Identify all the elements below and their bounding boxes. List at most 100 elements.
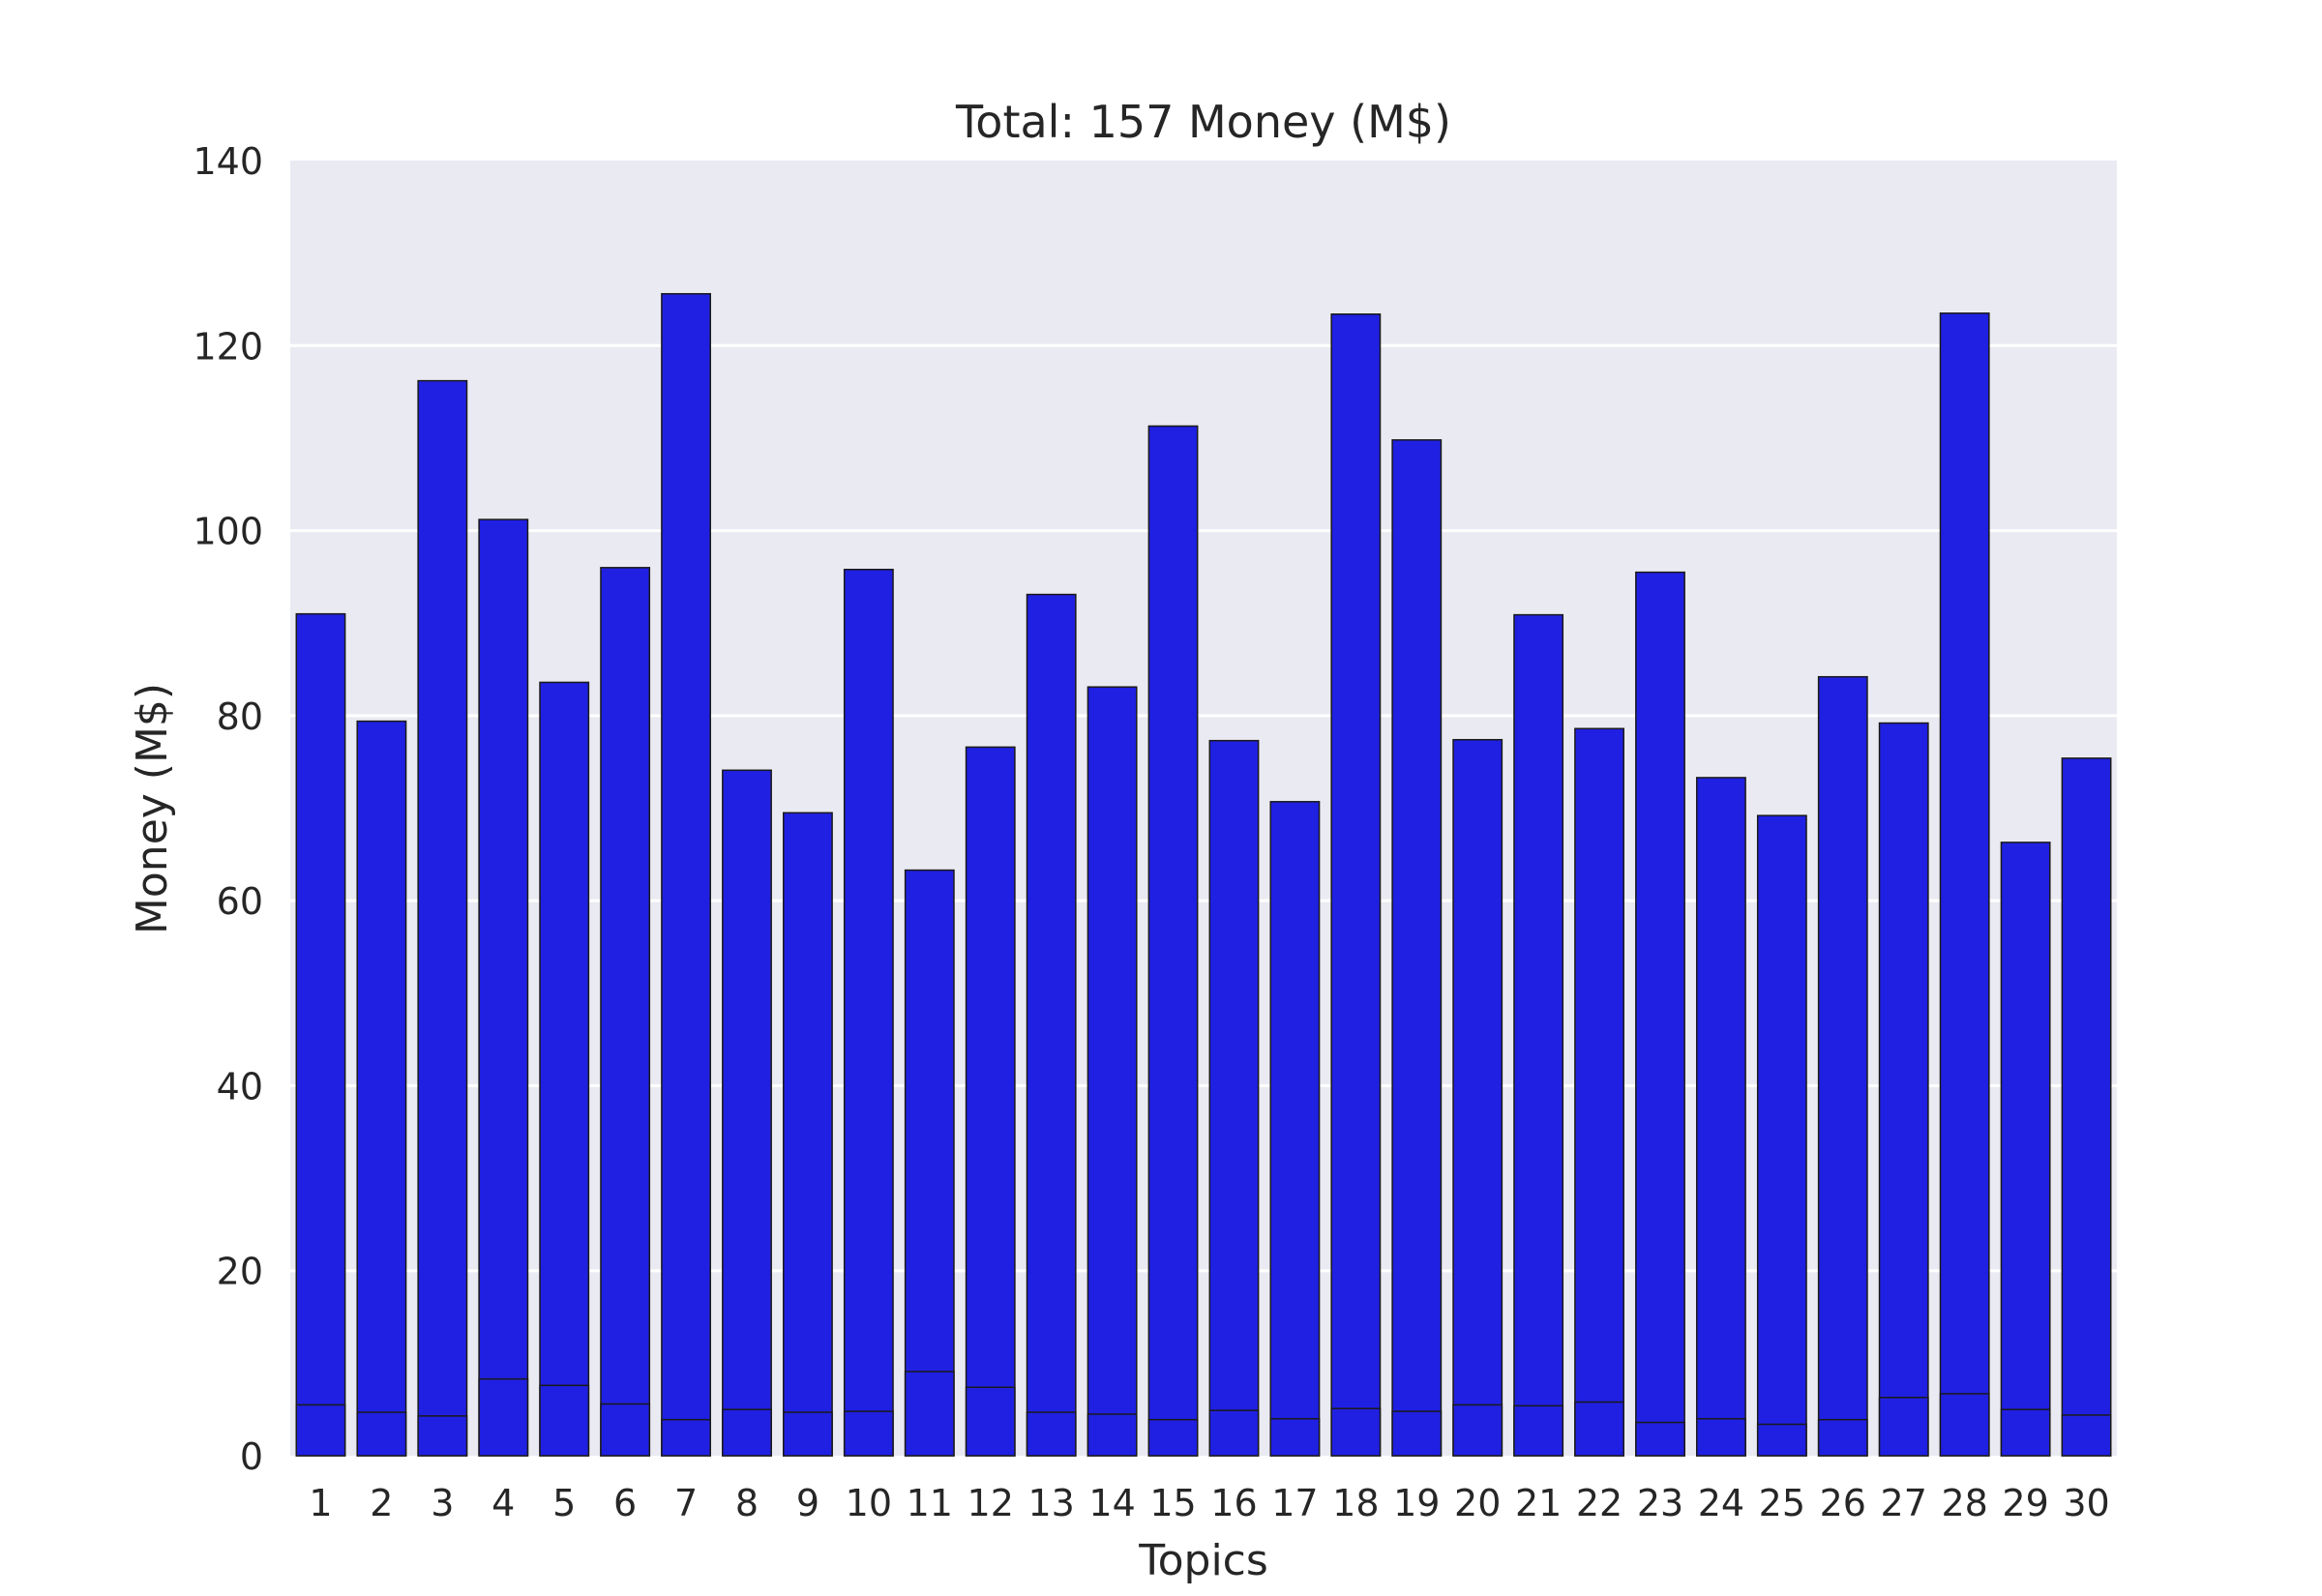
bar-series-1-4	[478, 518, 529, 1457]
x-tick-label: 11	[907, 1482, 953, 1524]
bar-series-2-29	[2000, 1408, 2051, 1457]
bar-series-2-19	[1391, 1410, 1443, 1457]
y-tick-label: 100	[193, 511, 263, 553]
plot-background	[290, 161, 2117, 1456]
x-tick-label: 9	[796, 1482, 819, 1524]
bar-series-1-19	[1391, 439, 1443, 1457]
x-tick-label: 7	[674, 1482, 698, 1524]
bar-series-2-2	[356, 1411, 407, 1457]
x-tick-label: 2	[370, 1482, 393, 1524]
bars	[295, 292, 2112, 1457]
x-tick-label: 3	[431, 1482, 454, 1524]
bar-series-2-3	[417, 1415, 468, 1457]
y-axis-label: Money (M$)	[128, 683, 177, 934]
bar-series-1-21	[1513, 613, 1564, 1457]
y-tick-label: 20	[217, 1251, 263, 1293]
bar-series-2-14	[1087, 1413, 1138, 1457]
x-tick-label: 22	[1576, 1482, 1622, 1524]
bar-series-2-8	[722, 1408, 772, 1457]
bar-series-2-25	[1756, 1423, 1807, 1457]
x-tick-label: 5	[552, 1482, 576, 1524]
bar-series-2-11	[904, 1371, 955, 1457]
x-tick-label: 12	[968, 1482, 1014, 1524]
bar-series-2-7	[661, 1418, 711, 1457]
gridlines	[290, 343, 2117, 1273]
bar-series-1-24	[1696, 777, 1746, 1457]
bar-series-2-30	[2061, 1414, 2112, 1457]
y-tick-label: 80	[217, 695, 263, 738]
x-tick-label: 18	[1332, 1482, 1379, 1524]
bar-series-1-15	[1147, 425, 1199, 1457]
x-axis-label: Topics	[1138, 1536, 1268, 1585]
x-tick-label: 28	[1941, 1482, 1987, 1524]
bar-series-1-20	[1452, 738, 1503, 1457]
bar-series-2-28	[1939, 1393, 1990, 1457]
bar-series-1-17	[1269, 801, 1321, 1457]
bar-series-2-15	[1147, 1418, 1199, 1457]
bar-series-2-26	[1817, 1418, 1868, 1457]
x-tick-label: 21	[1515, 1482, 1562, 1524]
bar-series-1-7	[661, 292, 711, 1457]
bar-series-1-5	[539, 681, 590, 1457]
bar-series-1-23	[1635, 571, 1685, 1457]
bar-series-2-21	[1513, 1404, 1564, 1457]
y-axis-ticks: 0 20 40 60 80 100 120 140	[193, 140, 263, 1478]
bar-series-2-10	[843, 1410, 894, 1457]
x-tick-label: 23	[1637, 1482, 1683, 1524]
bar-series-2-17	[1269, 1417, 1321, 1457]
bar-series-2-24	[1696, 1417, 1746, 1457]
x-tick-label: 14	[1088, 1482, 1135, 1524]
bar-series-1-16	[1208, 739, 1260, 1457]
bar-series-1-26	[1817, 675, 1868, 1457]
bar-series-2-16	[1208, 1409, 1260, 1457]
bar-series-1-13	[1026, 593, 1077, 1457]
x-tick-label: 8	[735, 1482, 759, 1524]
x-tick-label: 20	[1454, 1482, 1501, 1524]
x-tick-label: 15	[1149, 1482, 1196, 1524]
bar-series-1-27	[1878, 722, 1929, 1457]
x-axis-ticks: 1 2 3 4 5 6 7 8 9 10 11 12 13 14 15 16 17 18 19 20 21 22 23 24 2…	[309, 1482, 2109, 1524]
x-tick-label: 10	[846, 1482, 892, 1524]
x-tick-label: 1	[309, 1482, 332, 1524]
bar-series-1-1	[295, 612, 346, 1457]
bar-series-1-6	[600, 567, 651, 1457]
y-tick-label: 60	[217, 880, 263, 923]
y-tick-label: 40	[217, 1065, 263, 1108]
bar-series-2-4	[478, 1377, 529, 1457]
x-tick-label: 25	[1759, 1482, 1805, 1524]
bar-series-1-9	[783, 812, 833, 1457]
bar-series-2-18	[1330, 1407, 1382, 1457]
x-tick-label: 27	[1881, 1482, 1927, 1524]
bar-series-2-27	[1878, 1396, 1929, 1457]
bar-series-2-12	[965, 1386, 1016, 1457]
bar-series-2-23	[1635, 1421, 1685, 1457]
x-tick-label: 26	[1820, 1482, 1866, 1524]
chart-title: Total: 157 Money (M$)	[955, 96, 1451, 148]
bar-series-2-6	[600, 1403, 651, 1457]
x-tick-label: 29	[2002, 1482, 2048, 1524]
y-tick-label: 120	[193, 325, 263, 368]
bar-series-1-8	[722, 769, 772, 1457]
bar-series-2-5	[539, 1384, 590, 1457]
x-tick-label: 19	[1393, 1482, 1440, 1524]
x-tick-label: 17	[1271, 1482, 1318, 1524]
x-tick-label: 6	[613, 1482, 637, 1524]
bar-series-1-14	[1087, 686, 1138, 1457]
bar-series-1-3	[417, 379, 468, 1457]
bar-series-1-30	[2061, 757, 2112, 1457]
x-tick-label: 13	[1027, 1482, 1074, 1524]
bar-series-1-11	[904, 869, 955, 1457]
bar-series-1-22	[1574, 727, 1624, 1457]
bar-series-1-25	[1756, 814, 1807, 1457]
x-tick-label: 30	[2063, 1482, 2109, 1524]
bar-series-1-12	[965, 746, 1016, 1457]
bar-series-2-1	[295, 1404, 346, 1457]
y-tick-label: 0	[240, 1435, 263, 1478]
bar-series-1-2	[356, 720, 407, 1457]
x-tick-label: 24	[1698, 1482, 1744, 1524]
x-tick-label: 16	[1210, 1482, 1257, 1524]
bar-series-2-20	[1452, 1404, 1503, 1457]
x-tick-label: 4	[491, 1482, 515, 1524]
bar-series-1-28	[1939, 312, 1990, 1457]
